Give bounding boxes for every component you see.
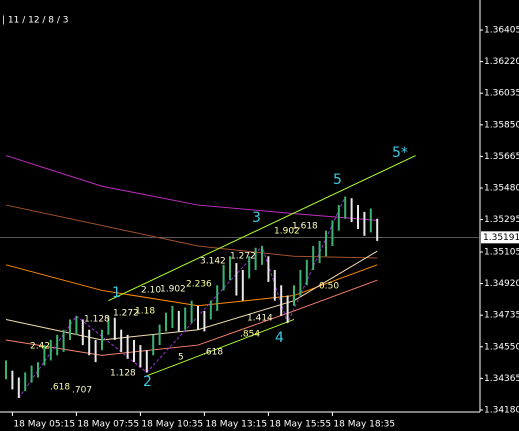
fib-label: 2.10	[141, 286, 161, 296]
fib-label: 2.42	[30, 342, 50, 352]
y-tick-label: 1.34920	[484, 279, 519, 289]
y-tick-label: 1.36035	[484, 89, 519, 99]
wave-label: 3	[252, 210, 261, 226]
fib-label: 1.272	[230, 252, 256, 262]
x-tick-label: 18 May 10:35	[141, 420, 203, 430]
overlay-line	[5, 250, 378, 341]
fib-label: 3.142	[200, 257, 226, 267]
fib-label: 2.236	[186, 280, 212, 290]
y-tick-label: 1.34550	[484, 342, 519, 352]
overlay-line	[108, 155, 416, 302]
x-tick-label: 18 May 18:35	[333, 420, 395, 430]
wave-label: 4	[275, 330, 284, 346]
y-tick-label: 1.35665	[484, 152, 519, 162]
fib-label: 1.902	[160, 285, 186, 295]
fib-label: .854	[240, 330, 260, 340]
fib-label: 1.128	[110, 369, 136, 379]
wave-label: 5	[333, 172, 342, 188]
y-tick-label: 1.34365	[484, 374, 519, 384]
fib-label: 1.902	[274, 227, 300, 237]
overlay-line	[146, 318, 295, 377]
wave-label: 5*	[392, 145, 408, 161]
x-tick-label: 18 May 05:15	[13, 420, 75, 430]
wave-label: 1	[112, 285, 121, 301]
wave-label: 2	[143, 374, 152, 390]
y-tick-label: 1.35850	[484, 120, 519, 130]
overlay-line	[18, 196, 346, 399]
y-tick-label: 1.35480	[484, 183, 519, 193]
x-tick-label: 18 May 07:55	[77, 420, 139, 430]
fib-label: 5	[178, 353, 184, 363]
fib-label: 0.50	[319, 282, 339, 292]
fib-label: 1.128	[84, 315, 110, 325]
chart-header: | 11 / 12 / 8 / 3	[2, 16, 69, 26]
fib-label: .618	[50, 383, 70, 393]
overlay-line	[5, 279, 378, 356]
y-tick-label: 1.35295	[484, 215, 519, 225]
overlay-line	[5, 204, 378, 259]
fib-label: 1.272	[113, 309, 139, 319]
current-price-label: 1.35191	[483, 233, 519, 243]
y-tick-label: 1.34180	[484, 405, 519, 415]
y-tick-label: 1.36220	[484, 57, 519, 67]
fib-label: .707	[72, 386, 92, 396]
y-tick-label: 1.34735	[484, 311, 519, 321]
fib-label: 1.618	[292, 222, 318, 232]
current-price-box	[481, 231, 519, 244]
overlay-line	[5, 155, 378, 221]
fib-label: 1.414	[247, 314, 273, 324]
x-tick-label: 18 May 15:55	[269, 420, 331, 430]
fib-label: .618	[203, 348, 223, 358]
y-tick-label: 1.36405	[484, 26, 519, 36]
x-tick-label: 18 May 13:15	[205, 420, 267, 430]
y-tick-label: 1.35105	[484, 248, 519, 258]
fib-label: 1.18	[135, 307, 155, 317]
